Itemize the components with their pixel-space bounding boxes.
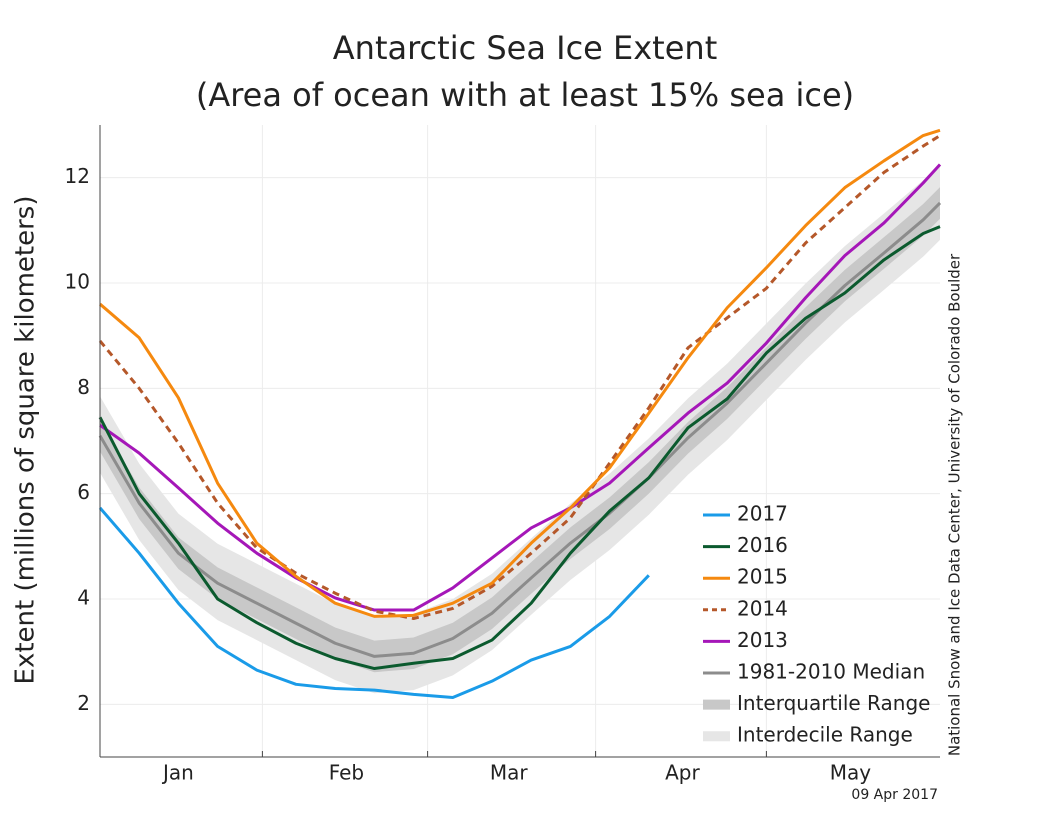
legend-label: 1981-2010 Median <box>737 660 925 684</box>
legend-label: 2015 <box>737 565 788 589</box>
y-tick-label: 2 <box>77 691 90 715</box>
y-tick-label: 6 <box>77 480 90 504</box>
legend-label: Interdecile Range <box>737 723 913 747</box>
legend-label: Interquartile Range <box>737 691 930 715</box>
y-axis-label: Extent (millions of square kilometers) <box>11 196 41 685</box>
source-note: National Snow and Ice Data Center, Unive… <box>946 253 964 756</box>
series-line <box>98 134 941 620</box>
range-band <box>100 187 940 673</box>
y-tick-label: 10 <box>65 270 90 294</box>
series-line <box>98 506 650 699</box>
legend-label: 2014 <box>737 596 788 620</box>
x-tick-label: May <box>830 761 872 785</box>
x-tick-label: Mar <box>490 761 529 785</box>
x-tick-label: Jan <box>161 761 194 785</box>
series-line <box>99 128 941 618</box>
series-line <box>98 225 941 671</box>
date-label: 09 Apr 2017 <box>851 787 938 803</box>
x-tick-label: Feb <box>329 761 364 785</box>
series-line <box>99 163 942 612</box>
series-line <box>98 201 942 658</box>
chart-subtitle: (Area of ocean with at least 15% sea ice… <box>196 76 854 114</box>
legend-label: 2016 <box>737 533 788 557</box>
x-tick-label: Apr <box>665 761 700 785</box>
y-tick-label: 4 <box>77 586 90 610</box>
chart-title: Antarctic Sea Ice Extent <box>333 29 717 67</box>
legend-label: 2013 <box>737 628 788 652</box>
legend-label: 2017 <box>737 502 788 526</box>
y-tick-label: 12 <box>65 164 90 188</box>
y-tick-label: 8 <box>77 375 90 399</box>
